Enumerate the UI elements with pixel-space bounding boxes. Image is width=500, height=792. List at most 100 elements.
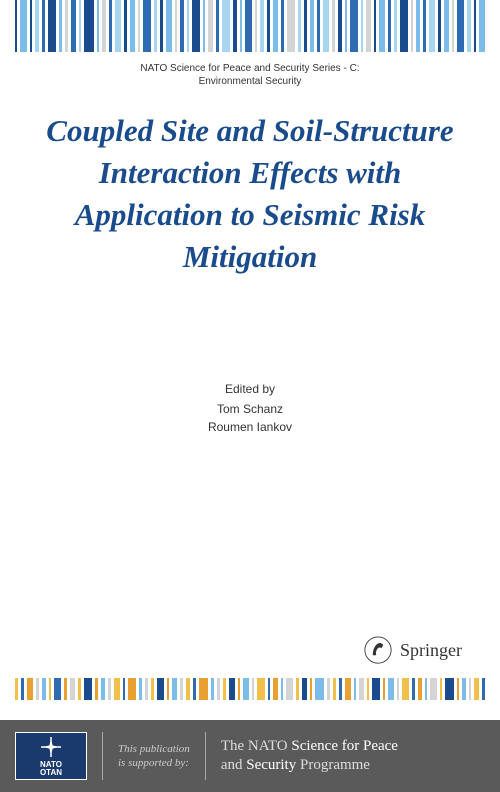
barcode-bar [423,0,425,52]
barcode-bar [78,678,81,700]
barcode-bar [429,0,436,52]
barcode-bar [42,0,44,52]
barcode-bar [416,0,420,52]
barcode-bar [315,678,324,700]
barcode-bar [430,678,436,700]
barcode-bar [186,678,190,700]
nato-label-bottom: OTAN [40,769,62,777]
barcode-bar [65,0,67,52]
barcode-bar [115,0,122,52]
barcode-bar [388,678,393,700]
barcode-bar [187,0,189,52]
barcode-bar [102,0,106,52]
programme-suffix: Security [246,757,296,773]
footer-text-block: This publication is supported by: [118,742,190,771]
programme-word: Programme [300,757,370,773]
barcode-bar [345,0,347,52]
barcode-bar [139,678,142,700]
barcode-bar [216,0,218,52]
barcode-bar [114,678,120,700]
barcode-bar [374,0,376,52]
barcode-bar [411,0,413,52]
barcode-bar [467,0,470,52]
barcode-bar [268,678,271,700]
barcode-bar [317,0,319,52]
barcode-bar [267,0,269,52]
barcode-bar [229,678,235,700]
barcode-bar [27,678,33,700]
barcode-bar [273,0,279,52]
barcode-bar [154,0,157,52]
springer-horse-icon [364,636,392,664]
barcode-bar [145,678,148,700]
footer-bar: NATO OTAN This publication is supported … [0,720,500,792]
barcode-bar [255,0,257,52]
barcode-bar [48,0,56,52]
barcode-bar [172,678,177,700]
barcode-bar [425,678,428,700]
barcode-bar [84,0,94,52]
barcode-bar [15,0,17,52]
barcode-bar [457,0,464,52]
barcode-bar [359,678,363,700]
barcode-bar [130,0,135,52]
barcode-bar [333,678,336,700]
barcode-bar [70,678,75,700]
barcode-bar [199,678,208,700]
middle-barcode-strip [0,678,500,700]
programme-text: The NATO Science for Peace and Security … [221,737,398,776]
barcode-bar [400,0,408,52]
barcode-bar [223,678,226,700]
barcode-bar [252,678,255,700]
title-block: Coupled Site and Soil-Structure Interact… [30,110,470,277]
barcode-bar [222,0,231,52]
publisher-block: Springer [364,636,462,664]
barcode-bar [21,678,24,700]
barcode-bar [444,0,449,52]
barcode-bar [345,678,351,700]
barcode-bar [211,678,214,700]
editor-name-1: Tom Schanz [0,400,500,418]
series-line2: Environmental Security [0,75,500,88]
barcode-bar [238,678,241,700]
barcode-bar [217,678,220,700]
barcode-bar [418,678,422,700]
barcode-bar [20,0,27,52]
barcode-bar [42,678,46,700]
barcode-bar [366,0,371,52]
barcode-bar [286,678,293,700]
barcode-bar [108,678,111,700]
barcode-bar [71,0,76,52]
barcode-bar [180,0,184,52]
barcode-bar [383,678,386,700]
barcode-bar [332,0,334,52]
barcode-bar [394,0,396,52]
nato-flag-icon: NATO OTAN [15,732,87,780]
barcode-bar [388,0,391,52]
barcode-bar [30,0,32,52]
barcode-bar [151,678,154,700]
barcode-bar [192,0,199,52]
top-barcode-strip [0,0,500,52]
barcode-bar [440,678,443,700]
barcode-bar [143,0,151,52]
barcode-bar [281,0,283,52]
barcode-bar [298,0,301,52]
barcode-bar [95,678,98,700]
barcode-bar [287,0,295,52]
barcode-bar [367,678,370,700]
book-title: Coupled Site and Soil-Structure Interact… [30,110,470,277]
barcode-bar [203,0,205,52]
barcode-bar [397,678,400,700]
series-label: NATO Science for Peace and Security Seri… [0,62,500,88]
barcode-bar [296,678,299,700]
supported-label-2: is supported by: [118,757,189,769]
editor-name-2: Roumen Iankov [0,418,500,436]
barcode-bar [412,678,415,700]
barcode-bar [350,0,357,52]
barcode-bar [49,678,52,700]
barcode-bar [157,678,164,700]
editors-block: Edited by Tom Schanz Roumen Iankov [0,380,500,436]
barcode-bar [310,0,315,52]
barcode-bar [474,0,476,52]
